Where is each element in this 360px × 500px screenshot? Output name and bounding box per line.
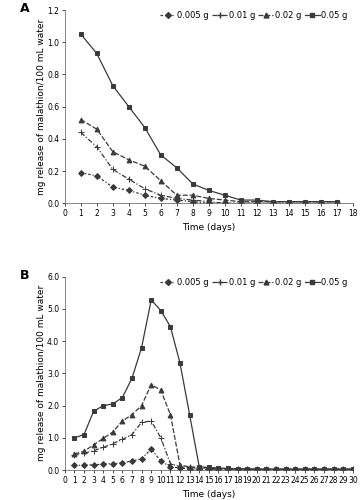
X-axis label: Time (days): Time (days) [182,490,235,499]
Legend: 0.005 g, 0.01 g, 0.02 g, 0.05 g: 0.005 g, 0.01 g, 0.02 g, 0.05 g [159,277,348,287]
Y-axis label: mg release of malathion/100 mL water: mg release of malathion/100 mL water [37,285,46,462]
Text: B: B [20,269,30,282]
Y-axis label: mg release of malathion/100 mL water: mg release of malathion/100 mL water [37,18,46,195]
Legend: 0.005 g, 0.01 g, 0.02 g, 0.05 g: 0.005 g, 0.01 g, 0.02 g, 0.05 g [159,10,348,21]
X-axis label: Time (days): Time (days) [182,224,235,232]
Text: A: A [20,2,30,16]
